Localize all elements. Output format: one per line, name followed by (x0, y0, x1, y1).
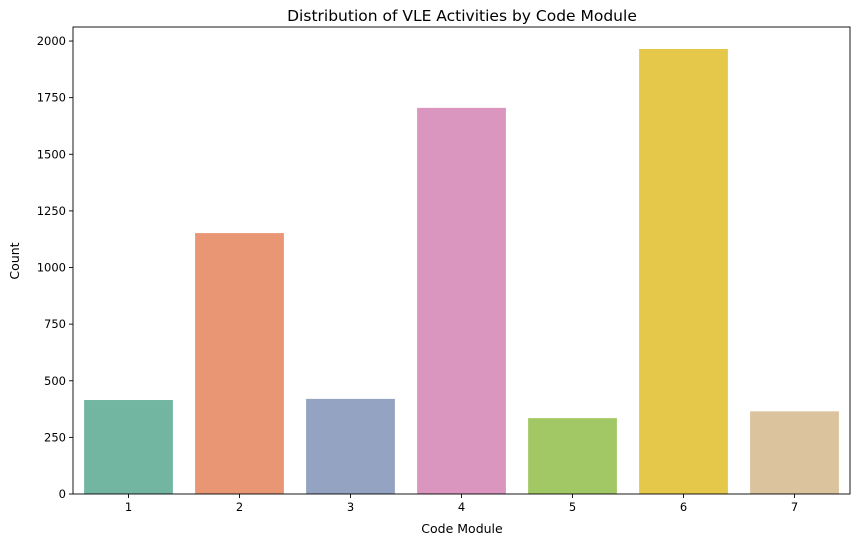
y-tick-label: 750 (44, 317, 66, 331)
x-tick-label: 2 (236, 500, 243, 514)
y-tick-label: 1000 (37, 261, 66, 275)
y-tick-label: 2000 (37, 34, 66, 48)
x-tick-label: 3 (347, 500, 354, 514)
bar-module-4 (417, 107, 506, 494)
x-tick-label: 5 (569, 500, 576, 514)
bar-module-6 (639, 48, 728, 494)
bars-layer (84, 48, 839, 495)
bar-module-2 (195, 233, 284, 495)
y-tick-label: 500 (44, 374, 66, 388)
x-tick-label: 1 (125, 500, 132, 514)
chart-title: Distribution of VLE Activities by Code M… (287, 7, 637, 25)
bar-module-1 (84, 400, 173, 494)
y-tick-label: 0 (59, 487, 66, 501)
plot-frame (72, 26, 851, 495)
bar-module-5 (528, 418, 617, 494)
y-axis-label: Count (7, 242, 22, 279)
y-tick-label: 1750 (37, 91, 66, 105)
x-axis-label: Code Module (421, 521, 503, 536)
bar-module-7 (750, 411, 839, 494)
y-tick-label: 250 (44, 430, 66, 444)
y-tick-label: 1500 (37, 147, 66, 161)
x-axis-ticks: 1 2 3 4 5 6 7 (125, 494, 798, 514)
x-tick-label: 6 (680, 500, 687, 514)
y-axis-ticks: 0 250 500 750 1000 1250 1500 1750 2000 (37, 34, 73, 501)
y-tick-label: 1250 (37, 204, 66, 218)
x-tick-label: 7 (791, 500, 798, 514)
x-tick-label: 4 (458, 500, 465, 514)
bar-module-3 (306, 398, 395, 494)
